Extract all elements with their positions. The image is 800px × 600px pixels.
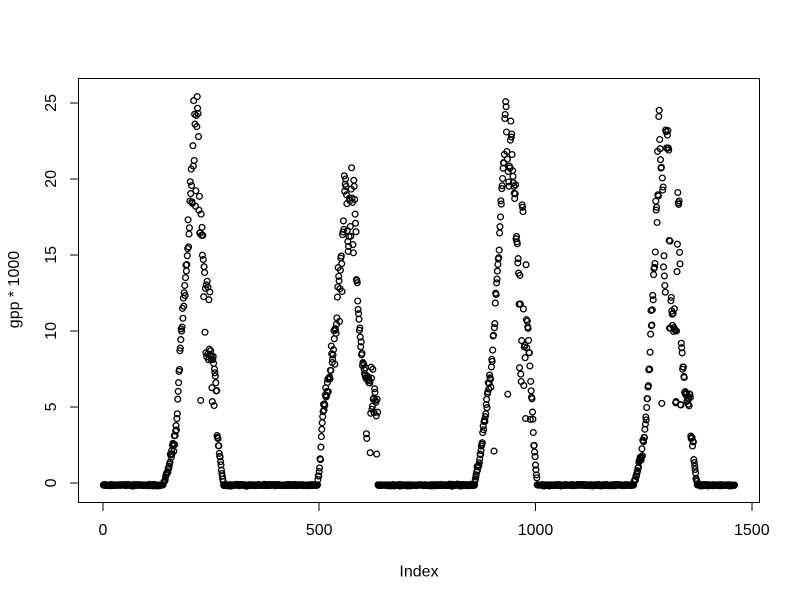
svg-text:25: 25 [43,94,60,112]
svg-text:10: 10 [43,322,60,340]
svg-text:15: 15 [43,246,60,264]
svg-text:500: 500 [306,522,333,539]
svg-text:20: 20 [43,170,60,188]
svg-text:gpp * 1000: gpp * 1000 [6,251,23,329]
svg-text:0: 0 [98,522,107,539]
svg-text:1500: 1500 [734,522,770,539]
svg-text:0: 0 [43,478,60,487]
svg-text:Index: Index [399,564,438,581]
svg-text:1000: 1000 [518,522,554,539]
svg-text:5: 5 [43,402,60,411]
